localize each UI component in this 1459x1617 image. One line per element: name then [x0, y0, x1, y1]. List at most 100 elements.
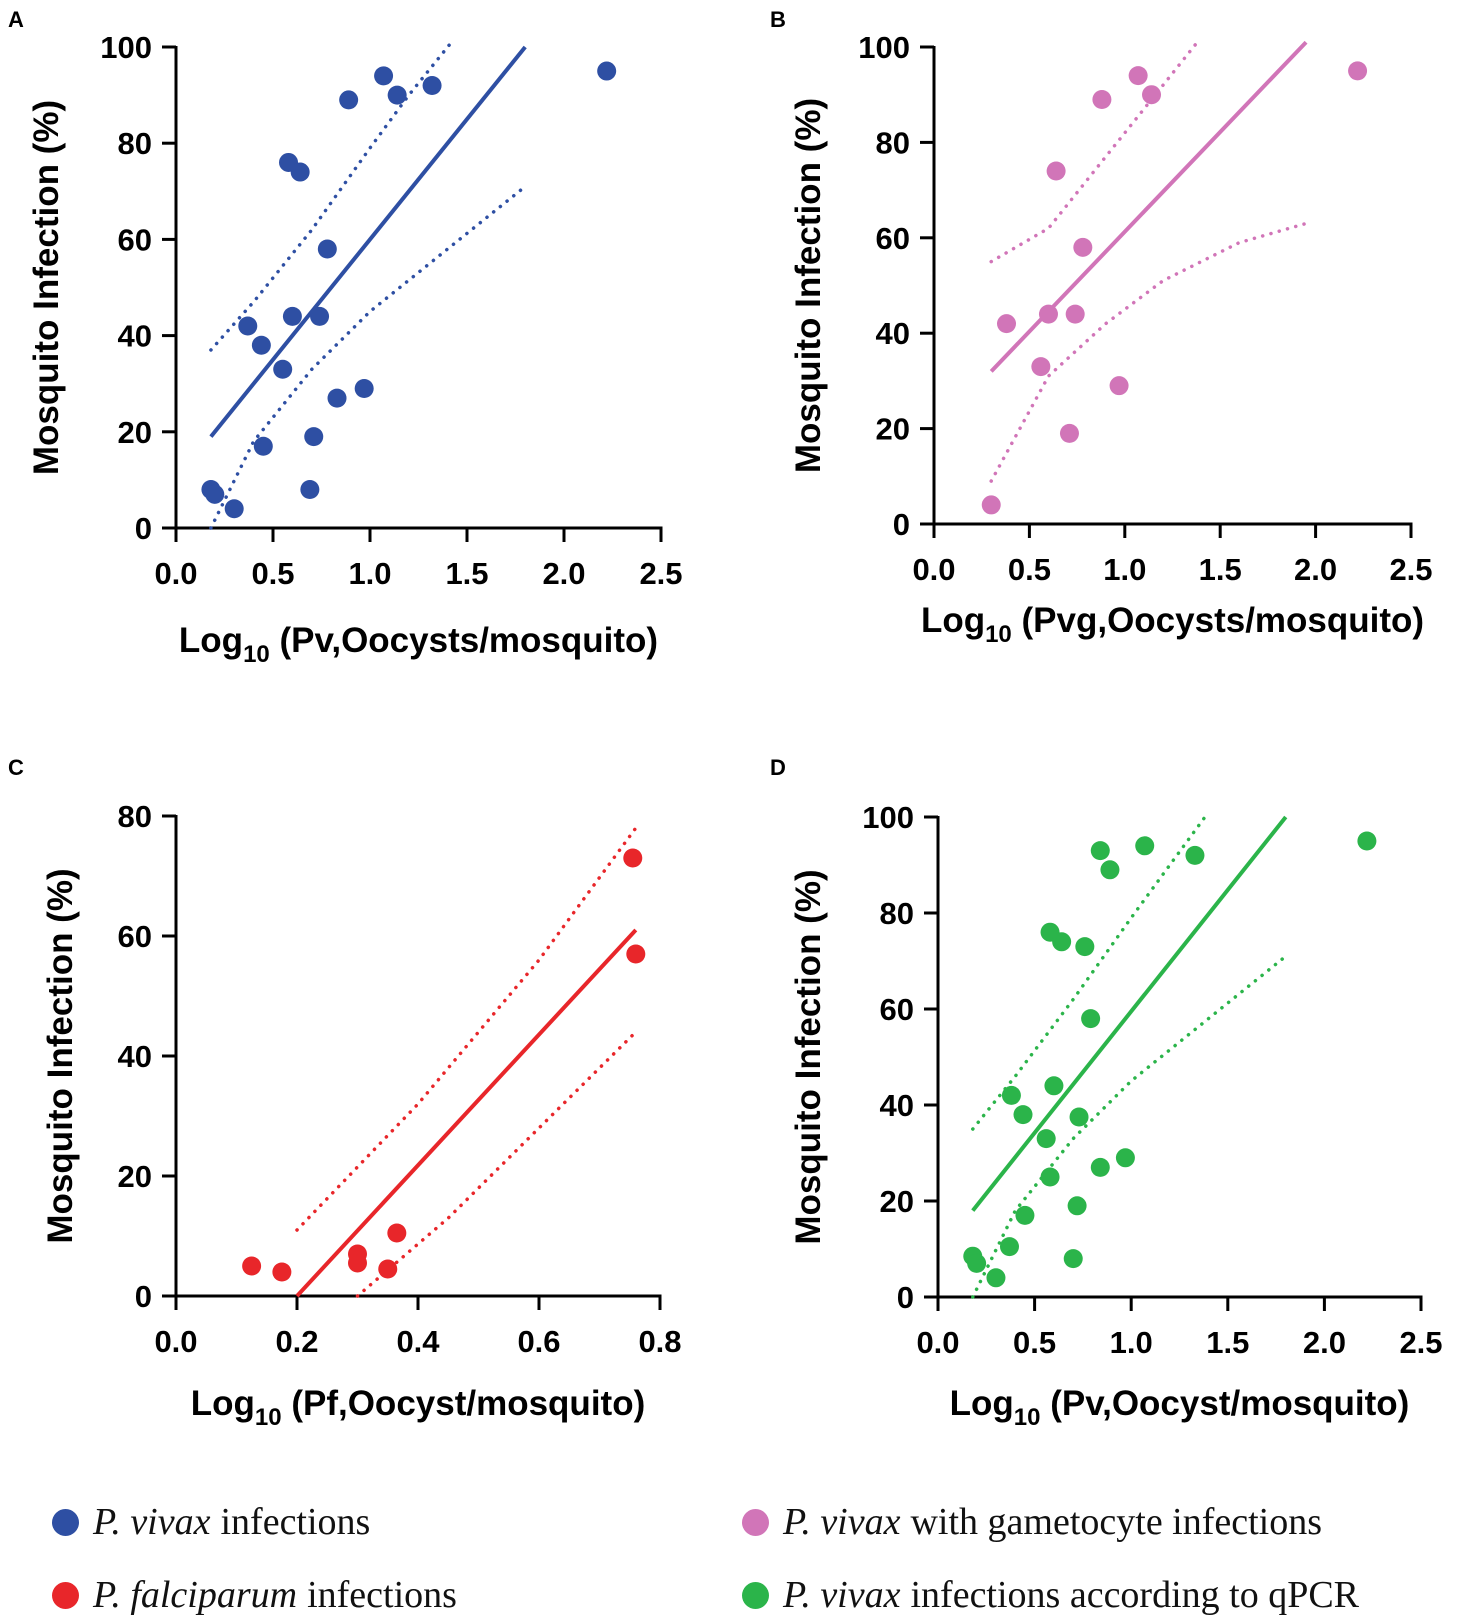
x-axis-title-subscript: 10: [1014, 1404, 1041, 1431]
ci-lower-line: [209, 184, 527, 530]
ci-upper-line: [971, 810, 1211, 1131]
x-tick-label: 0.8: [638, 1324, 681, 1359]
legend-marker-qpcr: [742, 1581, 769, 1609]
regression-line: [971, 815, 1288, 1212]
x-axis-title-rest: (Pv,Oocysts/mosquito): [270, 621, 658, 660]
data-point: [1031, 357, 1051, 377]
data-point: [1063, 1249, 1083, 1269]
y-tick-label: 40: [880, 1088, 914, 1123]
legend-marker-pvg: [742, 1508, 769, 1536]
y-axis-title: Mosquito Infection (%): [789, 869, 828, 1244]
data-point: [1185, 845, 1205, 865]
data-point: [1090, 1157, 1110, 1177]
x-tick-label: 0.5: [251, 556, 294, 591]
y-tick-label: 80: [118, 799, 152, 834]
x-axis-title: Log10 (Pv,Oocyst/mosquito): [950, 1384, 1410, 1431]
data-point: [1036, 1129, 1056, 1149]
data-point: [310, 306, 330, 326]
legend-species: P. vivax: [783, 1501, 901, 1543]
x-tick-label: 0.6: [517, 1324, 560, 1359]
x-tick-label: 2.5: [639, 556, 682, 591]
legend-label: infections according to qPCR: [910, 1574, 1360, 1616]
y-tick-label: 20: [118, 415, 152, 450]
y-tick-label: 100: [100, 30, 152, 65]
y-tick-label: 20: [880, 1184, 914, 1219]
x-axis-title: Log10 (Pf,Oocyst/mosquito): [191, 1384, 645, 1431]
x-axis-title-rest: (Pf,Oocyst/mosquito): [282, 1384, 646, 1423]
data-point: [1046, 161, 1066, 181]
panel-letter: D: [770, 755, 786, 780]
ci-upper-line: [295, 826, 638, 1232]
data-point: [1069, 1107, 1089, 1127]
panel-d: D 0 20 40 60 80 100 0.0 0.5 1.0 1.5 2.0 2.5 Mosquito …: [770, 755, 1443, 1431]
data-point: [282, 306, 302, 326]
data-point: [300, 480, 320, 500]
x-axis-title-rest: (Pvg,Oocysts/mosquito): [1012, 601, 1424, 640]
x-axis-title-main: Log: [179, 621, 243, 660]
data-point: [981, 495, 1001, 515]
data-point: [272, 1262, 292, 1282]
data-point: [1348, 61, 1368, 81]
data-point: [387, 85, 407, 105]
y-axis-title: Mosquito Infection (%): [41, 868, 80, 1243]
x-tick-label: 0.0: [912, 552, 955, 587]
ci-upper-line: [209, 40, 454, 352]
data-point: [597, 61, 617, 81]
legend-item-pf: P. falciparum infections: [52, 1573, 457, 1617]
panel-letter: C: [8, 755, 24, 780]
x-axis-title-subscript: 10: [243, 641, 270, 668]
data-point: [1115, 1148, 1135, 1168]
data-point: [290, 162, 310, 182]
x-tick-label: 2.0: [1294, 552, 1337, 587]
data-point: [626, 944, 646, 964]
data-point: [253, 436, 273, 456]
y-tick-label: 0: [135, 1279, 152, 1314]
x-tick-label: 1.5: [445, 556, 488, 591]
legend-item-pv: P. vivax infections: [52, 1500, 370, 1544]
legend-marker-pv: [52, 1508, 79, 1536]
data-point: [999, 1237, 1019, 1257]
legend-item-pvg: P. vivax with gametocyte infections: [742, 1500, 1322, 1544]
x-tick-label: 2.5: [1399, 1325, 1442, 1360]
data-point: [1044, 1076, 1064, 1096]
data-point: [1040, 1167, 1060, 1187]
data-point: [354, 379, 374, 399]
y-tick-label: 0: [897, 1280, 914, 1315]
x-tick-label: 1.5: [1206, 1325, 1249, 1360]
x-tick-label: 0.5: [1013, 1325, 1056, 1360]
data-point: [623, 848, 643, 868]
regression-line: [295, 928, 638, 1298]
legend-label: infections: [307, 1574, 457, 1616]
data-point: [1075, 937, 1095, 957]
data-point: [387, 1223, 407, 1243]
legend-species: P. vivax: [93, 1501, 211, 1543]
x-tick-label: 0.5: [1008, 552, 1051, 587]
legend-species: P. falciparum: [93, 1574, 298, 1616]
x-tick-label: 1.0: [1103, 552, 1146, 587]
y-tick-label: 60: [118, 222, 152, 257]
ci-upper-line: [989, 40, 1200, 264]
y-tick-label: 20: [118, 1159, 152, 1194]
legend-marker-pf: [52, 1581, 79, 1609]
data-point: [1015, 1205, 1035, 1225]
x-tick-label: 2.5: [1389, 552, 1432, 587]
y-tick-label: 60: [876, 221, 910, 256]
x-tick-label: 0.0: [916, 1325, 959, 1360]
x-axis-title-main: Log: [950, 1384, 1014, 1423]
legend-label: infections: [220, 1501, 371, 1543]
y-tick-label: 60: [118, 919, 152, 954]
legend-label: with gametocyte infections: [910, 1501, 1323, 1543]
y-tick-label: 40: [118, 1039, 152, 1074]
y-tick-label: 20: [876, 412, 910, 447]
regression-line: [209, 45, 527, 438]
x-axis-title-main: Log: [921, 601, 985, 640]
x-tick-label: 0.0: [154, 1324, 197, 1359]
data-point: [1142, 85, 1162, 105]
data-point: [1038, 304, 1058, 324]
data-point: [1013, 1105, 1033, 1125]
x-tick-label: 1.5: [1199, 552, 1242, 587]
data-point: [224, 499, 244, 519]
data-point: [1059, 423, 1079, 443]
data-point: [1128, 66, 1148, 86]
